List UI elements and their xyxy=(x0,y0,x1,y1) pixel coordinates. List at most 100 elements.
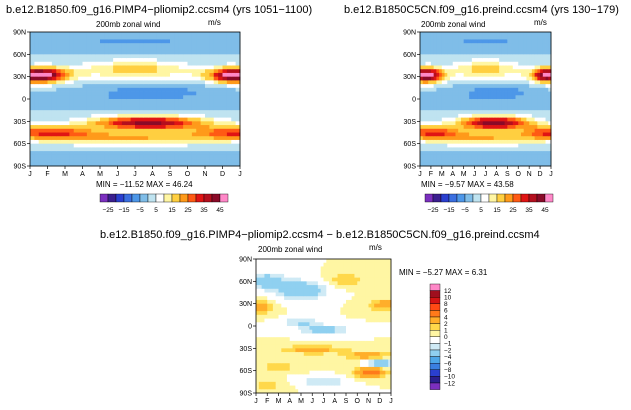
panel3-cell xyxy=(320,270,324,275)
panel1-cell xyxy=(165,117,171,122)
panel1-cell xyxy=(156,43,162,48)
panel3-cell xyxy=(320,333,324,338)
panel2-cell xyxy=(504,110,508,115)
panel2-cell xyxy=(441,162,445,167)
panel1-cell xyxy=(108,147,114,152)
panel3-cell xyxy=(354,273,358,279)
panel1-cell xyxy=(165,72,171,78)
panel3-cell xyxy=(278,318,282,323)
panel3-cell xyxy=(357,322,361,327)
panel2-cell xyxy=(480,43,484,48)
panel3-cell xyxy=(331,266,336,271)
panel3-cell xyxy=(264,359,268,364)
panel2-cell xyxy=(428,35,432,40)
panel2-cell xyxy=(455,147,459,152)
panel3-cell xyxy=(275,370,279,375)
panel1-cell xyxy=(222,65,228,70)
panel1-cell xyxy=(205,106,210,111)
panel2-cell xyxy=(493,113,497,119)
panel3-cell xyxy=(346,266,350,271)
panel1-cell xyxy=(135,154,140,159)
panel3-cell xyxy=(306,285,310,290)
panel2-cell xyxy=(477,58,481,63)
panel1-units: m/s xyxy=(208,18,221,27)
panel1-cell xyxy=(43,61,48,66)
panel1-cell xyxy=(86,136,92,141)
panel1-cell xyxy=(205,147,210,152)
panel1-cell xyxy=(126,54,132,59)
panel1-cell xyxy=(200,158,206,163)
panel1-cell xyxy=(135,158,140,163)
panel3-cell xyxy=(286,348,291,353)
panel2-cell xyxy=(548,128,552,133)
panel3-cell xyxy=(278,381,282,386)
panel2-cell xyxy=(512,125,516,130)
panel3-cell xyxy=(346,296,350,301)
panel3-cell xyxy=(340,389,344,394)
panel3-cell xyxy=(315,277,319,282)
panel2-cell xyxy=(433,125,437,130)
panel3-cell xyxy=(334,296,338,301)
panel3-cell xyxy=(323,337,327,342)
panel1-cell xyxy=(235,154,241,159)
panel2-cell xyxy=(537,91,541,96)
panel2-cell xyxy=(515,110,519,115)
panel1-cell xyxy=(205,54,210,59)
panel3-cell xyxy=(334,303,338,308)
panel1-cell xyxy=(43,65,48,70)
panel2-cell xyxy=(520,95,525,100)
panel1-cell xyxy=(34,110,40,115)
panel2-cell xyxy=(425,139,429,145)
panel3-cell xyxy=(275,262,279,267)
panel2-cell xyxy=(501,76,506,81)
panel3-cell xyxy=(351,277,355,282)
panel3-cell xyxy=(343,359,347,364)
panel2-cell xyxy=(463,95,467,100)
panel1-cell xyxy=(117,80,123,85)
panel3-cell xyxy=(256,374,260,379)
panel2-xtick-label: M xyxy=(461,171,467,178)
panel3-cell xyxy=(270,374,274,379)
panel2-cell xyxy=(548,61,552,66)
panel3-cell xyxy=(303,288,308,293)
panel2-cell xyxy=(523,69,527,74)
panel3-cell xyxy=(264,385,268,390)
panel1-cell xyxy=(65,65,70,70)
panel1-cell xyxy=(222,113,228,119)
panel3-cell xyxy=(351,303,355,308)
panel3-cell xyxy=(323,326,327,331)
panel3-cell xyxy=(258,329,263,334)
panel1-cell xyxy=(200,151,206,156)
panel3-cell xyxy=(334,333,338,338)
panel3-cell xyxy=(284,281,288,286)
panel2-cell xyxy=(531,80,536,85)
panel2-cell xyxy=(422,158,426,163)
panel3-cell xyxy=(331,262,336,267)
panel1-cell xyxy=(60,35,66,40)
panel3-cell xyxy=(295,359,299,364)
panel3-cell xyxy=(278,292,282,297)
panel1-cell xyxy=(209,102,215,107)
panel1-cell xyxy=(65,162,70,167)
panel3-cell xyxy=(298,378,302,383)
panel3-cell xyxy=(264,378,268,383)
panel2-cell xyxy=(433,158,437,163)
panel2-cell xyxy=(420,61,424,66)
panel2-cell xyxy=(439,154,443,159)
panel1-cell xyxy=(65,132,70,137)
panel2-cell xyxy=(537,158,541,163)
panel1-cell xyxy=(38,35,44,40)
panel1-cell xyxy=(60,39,66,44)
panel3-cell xyxy=(357,385,361,390)
panel3-cell xyxy=(295,333,299,338)
panel3-cell xyxy=(351,288,355,293)
panel1-cell xyxy=(82,50,88,55)
panel2-cell xyxy=(477,54,481,59)
panel1-cell xyxy=(51,110,57,115)
panel3-cell xyxy=(331,277,336,282)
panel2-cell xyxy=(490,91,495,96)
panel1-cell xyxy=(235,121,241,126)
panel2-cell xyxy=(548,125,552,130)
panel2-cell xyxy=(433,50,437,55)
panel3-cell xyxy=(267,378,271,383)
